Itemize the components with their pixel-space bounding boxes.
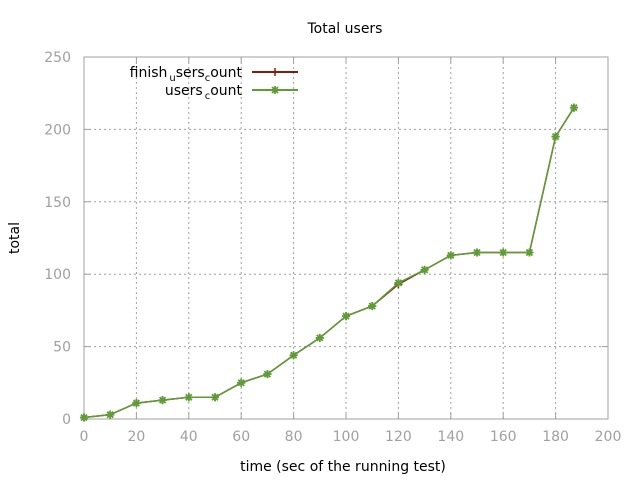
data-point-star <box>271 86 279 94</box>
x-tick-label: 200 <box>595 429 622 445</box>
data-point-star <box>525 248 534 257</box>
legend-marker-plus <box>271 68 279 76</box>
x-tick-label: 140 <box>437 429 464 445</box>
data-point-star <box>132 399 141 408</box>
data-point-star <box>473 248 481 257</box>
data-point-star <box>569 103 578 112</box>
y-tick-label: 150 <box>44 195 71 211</box>
y-tick-label: 100 <box>44 267 71 283</box>
y-tick-label: 0 <box>62 412 71 428</box>
data-point-star <box>158 396 167 405</box>
legend-marker-star <box>271 86 279 94</box>
x-tick-label: 120 <box>385 429 412 445</box>
y-tick-label: 200 <box>44 122 71 138</box>
series-line-0 <box>83 107 575 419</box>
y-axis-title: total <box>7 222 23 254</box>
legend-label-users-count: users count <box>165 83 243 102</box>
ticks: 0 20 40 60 80 100 120 140 160 180 200 0 50 100 150 200 2… <box>44 50 621 445</box>
data-point-star <box>289 351 298 360</box>
data-point-star <box>420 265 429 274</box>
x-tick-label: 180 <box>542 429 569 445</box>
data-point-star <box>342 312 350 321</box>
legend-label-finish-users-count: finish userscount <box>130 65 243 84</box>
legend: finish userscount users count <box>130 65 298 102</box>
data-point-star <box>211 393 219 402</box>
series-line-1 <box>83 107 575 419</box>
grid <box>84 57 608 419</box>
x-tick-label: 60 <box>232 429 250 445</box>
data-point-star <box>499 248 508 257</box>
x-tick-label: 80 <box>285 429 303 445</box>
data-point-star <box>263 370 272 379</box>
y-tick-label: 250 <box>44 50 71 66</box>
x-tick-label: 160 <box>490 429 517 445</box>
chart-title: Total users <box>307 21 383 37</box>
x-axis-title: time (sec of the running test) <box>240 459 446 475</box>
data-point-star <box>551 132 560 141</box>
x-tick-label: 100 <box>333 429 360 445</box>
x-tick-label: 20 <box>127 429 145 445</box>
x-tick-label: 40 <box>180 429 198 445</box>
data-point-plus <box>271 68 279 76</box>
data-point-star <box>80 413 88 422</box>
x-tick-label: 0 <box>80 429 89 445</box>
data-point-star <box>184 393 193 402</box>
y-tick-label: 50 <box>53 340 71 356</box>
data-point-star <box>394 278 403 287</box>
data-point-star <box>106 410 115 419</box>
data-point-star <box>368 302 377 311</box>
data-point-star <box>446 251 455 260</box>
series-layer <box>80 103 578 422</box>
data-point-star <box>315 333 324 342</box>
data-point-star <box>237 378 246 387</box>
